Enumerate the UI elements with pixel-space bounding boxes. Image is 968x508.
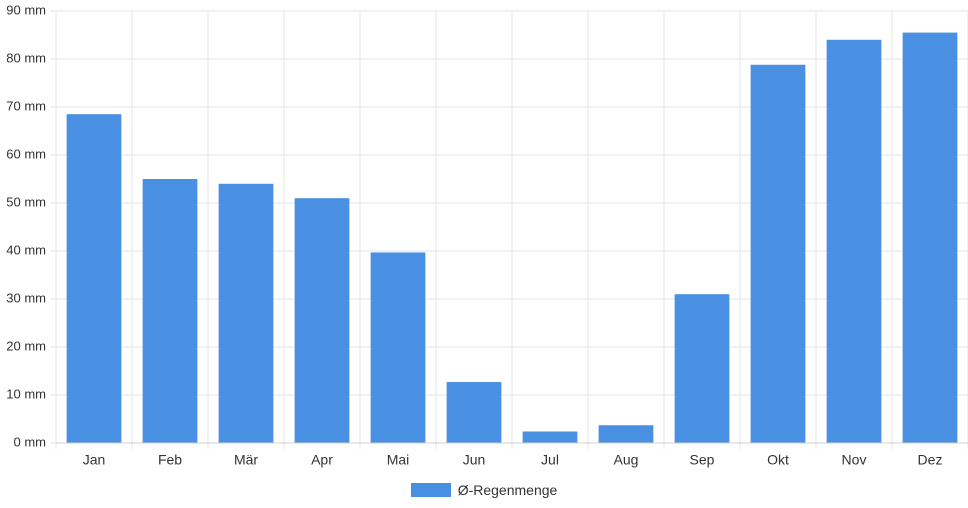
bar-okt [750,64,806,443]
bar-nov [826,39,882,444]
chart-plot: 0 mm 10 mm 20 mm 30 mm 40 mm 50 mm 60 mm 70 mm 8… [6,2,968,468]
bar-dez [902,32,958,443]
y-tick-label: 60 mm [6,146,46,161]
x-tick-label: Jun [463,452,486,468]
bar-jan [66,114,122,443]
y-tick-label: 0 mm [14,434,47,449]
x-tick-label: Aug [614,452,639,468]
x-tick-label: Apr [311,452,333,468]
bar-aug [598,425,654,443]
legend-swatch [410,483,451,497]
y-tick-label: 50 mm [6,194,46,209]
x-tick-label: Feb [158,452,182,468]
x-tick-label: Mär [234,452,258,468]
bar-jun [446,382,502,443]
bar-mär [218,183,274,444]
x-tick-label: Dez [918,452,943,468]
bar-feb [142,179,198,443]
x-tick-label: Jul [541,452,559,468]
y-tick-label: 90 mm [6,2,46,17]
bar-apr [294,198,350,443]
y-tick-label: 20 mm [6,338,46,353]
chart-legend[interactable]: Ø-Regenmenge [0,480,968,500]
y-tick-label: 40 mm [6,242,46,257]
x-tick-label: Mai [387,452,410,468]
y-tick-label: 10 mm [6,386,46,401]
y-tick-label: 70 mm [6,98,46,113]
x-tick-label: Okt [767,452,789,468]
legend-label: Ø-Regenmenge [457,482,558,498]
x-tick-label: Nov [842,452,867,468]
x-tick-label: Jan [83,452,106,468]
x-tick-label: Sep [690,452,715,468]
bar-sep [674,294,730,443]
bar-mai [370,252,426,443]
y-tick-label: 80 mm [6,50,46,65]
bar-jul [522,431,578,443]
y-tick-label: 30 mm [6,290,46,305]
